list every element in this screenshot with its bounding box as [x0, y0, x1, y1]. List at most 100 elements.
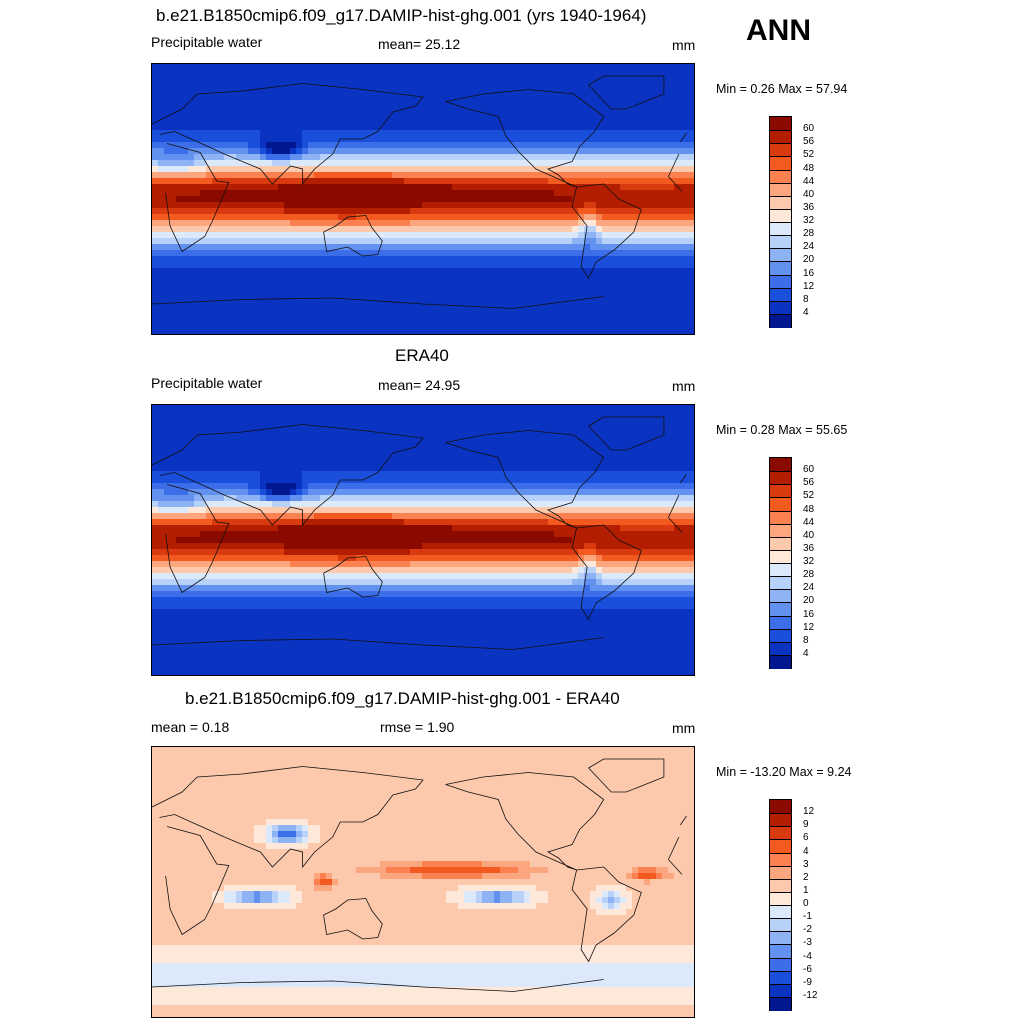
map-cell [380, 274, 387, 281]
map-cell [530, 196, 537, 203]
map-cell [218, 256, 225, 263]
map-cell [464, 441, 471, 448]
map-cell [596, 256, 603, 263]
map-cell [452, 94, 459, 101]
map-cell [386, 244, 393, 251]
map-cell [332, 286, 339, 293]
map-cell [578, 112, 585, 119]
map-cell [446, 166, 453, 173]
map-cell [638, 453, 645, 460]
map-cell [650, 304, 657, 311]
map-cell [308, 292, 315, 299]
map-cell [512, 64, 519, 71]
map-cell [548, 64, 555, 71]
map-cell [650, 286, 657, 293]
map-cell [500, 447, 507, 454]
map-cell [230, 316, 237, 323]
map-cell [608, 268, 615, 275]
map-cell [386, 166, 393, 173]
map-cell [536, 250, 543, 257]
map-cell [248, 202, 255, 209]
map-cell [248, 100, 255, 107]
map-cell [578, 184, 585, 191]
map-cell [608, 298, 615, 305]
map-cell [308, 178, 315, 185]
map-cell [656, 447, 663, 454]
map-cell [584, 232, 591, 239]
map-cell [440, 94, 447, 101]
map-cell [494, 196, 501, 203]
map-cell [272, 238, 279, 245]
map-cell [626, 118, 633, 125]
map-cell [272, 435, 279, 442]
map-cell [446, 274, 453, 281]
map-cell [248, 274, 255, 281]
map-cell [302, 124, 309, 131]
map-cell [692, 298, 694, 305]
map-cell [392, 304, 399, 311]
map-cell [332, 262, 339, 269]
map-cell [674, 226, 681, 233]
map-cell [380, 244, 387, 251]
map-cell [350, 274, 357, 281]
map-cell [500, 250, 507, 257]
map-cell [392, 196, 399, 203]
map-cell [182, 154, 189, 161]
map-cell [170, 268, 177, 275]
map-cell [560, 453, 567, 460]
map-cell [368, 94, 375, 101]
map-cell [494, 244, 501, 251]
map-cell [200, 310, 207, 317]
map-cell [458, 316, 465, 323]
map-cell [320, 106, 327, 113]
map-cell [482, 76, 489, 83]
map-cell [638, 328, 645, 334]
map-cell [674, 136, 681, 143]
map-cell [380, 447, 387, 454]
map-cell [356, 226, 363, 233]
map-cell [302, 405, 309, 412]
map-cell [686, 76, 693, 83]
map-cell [428, 100, 435, 107]
map-cell [320, 148, 327, 155]
map-cell [194, 226, 201, 233]
map-cell [692, 256, 694, 263]
map-cell [374, 256, 381, 263]
map-cell [302, 154, 309, 161]
map-cell [392, 256, 399, 263]
map-cell [476, 214, 483, 221]
map-cell [224, 160, 231, 167]
map-cell [212, 178, 219, 185]
map-cell [404, 88, 411, 95]
map-cell [236, 453, 243, 460]
map-cell [254, 172, 261, 179]
map-cell [272, 76, 279, 83]
map-cell [260, 64, 267, 71]
map-cell [254, 82, 261, 89]
map-cell [332, 196, 339, 203]
map-cell [308, 411, 315, 418]
map-cell [290, 417, 297, 424]
map-cell [272, 405, 279, 412]
map-cell [356, 70, 363, 77]
map-cell [518, 453, 525, 460]
map-cell [158, 441, 165, 448]
map-cell [392, 142, 399, 149]
map-cell [152, 280, 159, 287]
map-cell [314, 70, 321, 77]
map-cell [200, 226, 207, 233]
map-cell [164, 423, 171, 430]
map-cell [512, 154, 519, 161]
map-cell [404, 441, 411, 448]
map-cell [494, 250, 501, 257]
map-cell [524, 184, 531, 191]
map-cell [518, 148, 525, 155]
map-cell [440, 423, 447, 430]
map-cell [500, 322, 507, 329]
map-cell [302, 196, 309, 203]
map-cell [680, 435, 687, 442]
map-cell [608, 208, 615, 215]
map-cell [206, 130, 213, 137]
map-cell [278, 453, 285, 460]
map-cell [542, 148, 549, 155]
